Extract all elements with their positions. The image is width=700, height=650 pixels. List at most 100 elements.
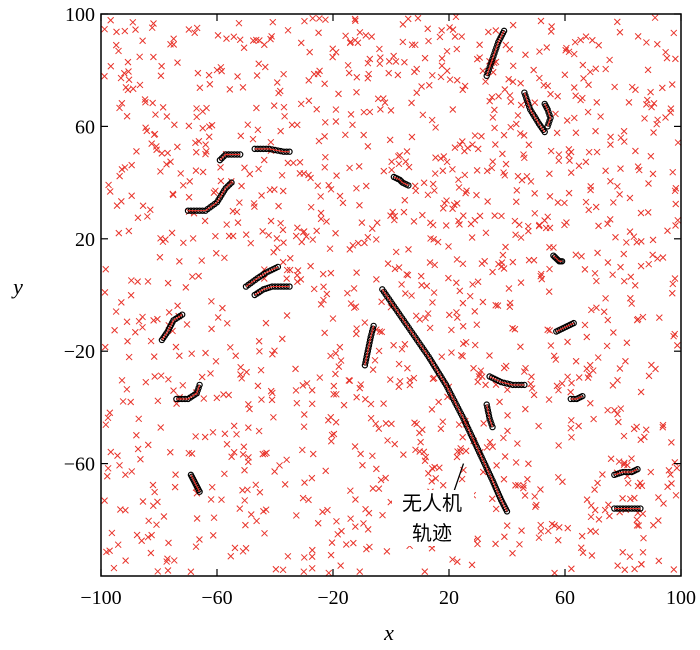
clutter-point [366, 108, 374, 116]
clutter-point [309, 14, 317, 22]
clutter-point [593, 148, 601, 156]
clutter-point [234, 73, 241, 80]
clutter-point [430, 289, 438, 296]
clutter-point [520, 132, 528, 139]
clutter-point [399, 21, 407, 28]
clutter-point [253, 72, 261, 79]
clutter-point [411, 41, 419, 49]
clutter-point [230, 448, 238, 456]
clutter-point [524, 222, 532, 230]
clutter-point [583, 365, 591, 373]
clutter-point [451, 144, 459, 151]
clutter-point [615, 458, 623, 465]
clutter-point [113, 202, 121, 210]
track-point [547, 114, 554, 122]
clutter-point [241, 497, 249, 504]
clutter-point [567, 416, 575, 424]
clutter-point [547, 147, 555, 155]
clutter-point [459, 322, 467, 330]
clutter-point [672, 491, 680, 499]
clutter-point [406, 376, 414, 384]
clutter-point [418, 211, 426, 219]
clutter-point [429, 299, 436, 306]
clutter-point [250, 200, 258, 207]
track-line [552, 255, 563, 262]
clutter-point [622, 357, 629, 365]
clutter-point [101, 72, 108, 80]
clutter-point [572, 251, 580, 259]
clutter-point [330, 430, 338, 438]
clutter-point [366, 543, 373, 551]
clutter-point [524, 475, 531, 483]
clutter-point [375, 425, 383, 432]
y-tick-label: 20 [75, 229, 95, 251]
clutter-point [501, 453, 509, 460]
clutter-point [423, 282, 431, 290]
clutter-point [489, 158, 497, 165]
clutter-point [424, 191, 432, 199]
clutter-point [206, 80, 214, 88]
clutter-point [228, 453, 235, 461]
clutter-point [604, 259, 612, 266]
clutter-point [223, 319, 231, 327]
clutter-point [600, 308, 608, 316]
clutter-point [538, 275, 546, 283]
clutter-point [496, 398, 503, 406]
clutter-point [440, 153, 448, 160]
clutter-point [202, 141, 209, 149]
clutter-point [671, 187, 679, 195]
clutter-point [583, 333, 591, 341]
clutter-point [568, 565, 575, 573]
clutter-point [123, 385, 131, 393]
clutter-point [144, 278, 152, 285]
clutter-point [194, 69, 202, 77]
clutter-point [531, 189, 539, 197]
clutter-point [376, 60, 384, 68]
clutter-point [156, 253, 164, 261]
clutter-point [532, 501, 540, 509]
clutter-point [344, 61, 352, 69]
clutter-point [619, 548, 627, 556]
clutter-point [292, 232, 300, 240]
clutter-point [162, 236, 169, 243]
drone-track [251, 283, 293, 299]
clutter-point [205, 123, 213, 130]
clutter-point [588, 36, 596, 44]
clutter-point [480, 420, 488, 427]
clutter-point [268, 396, 276, 404]
track-point [525, 100, 532, 108]
clutter-point [138, 537, 146, 545]
clutter-point [284, 552, 292, 560]
clutter-point [127, 291, 135, 299]
clutter-point [364, 233, 372, 241]
clutter-point [546, 265, 553, 273]
clutter-point [400, 208, 408, 216]
clutter-point [517, 79, 524, 87]
clutter-point [252, 481, 260, 489]
clutter-point [278, 335, 286, 343]
clutter-point [648, 361, 655, 369]
clutter-point [350, 285, 358, 292]
clutter-point [154, 498, 161, 506]
clutter-point [142, 378, 150, 386]
clutter-point [548, 520, 556, 528]
clutter-point [411, 419, 418, 427]
clutter-point [670, 332, 677, 340]
clutter-point [659, 254, 667, 261]
drone-track [541, 100, 554, 130]
clutter-point [607, 141, 614, 148]
clutter-point [509, 258, 517, 266]
clutter-point [246, 170, 254, 178]
clutter-point [369, 452, 376, 460]
clutter-point [173, 143, 181, 151]
clutter-point [154, 568, 162, 575]
clutter-point [640, 534, 647, 542]
clutter-point [506, 92, 514, 99]
clutter-point [242, 521, 249, 529]
clutter-point [294, 278, 301, 286]
clutter-point [553, 129, 561, 137]
clutter-point [670, 29, 678, 37]
drone-track [216, 151, 244, 164]
clutter-point [361, 319, 369, 326]
drone-track [361, 322, 377, 369]
